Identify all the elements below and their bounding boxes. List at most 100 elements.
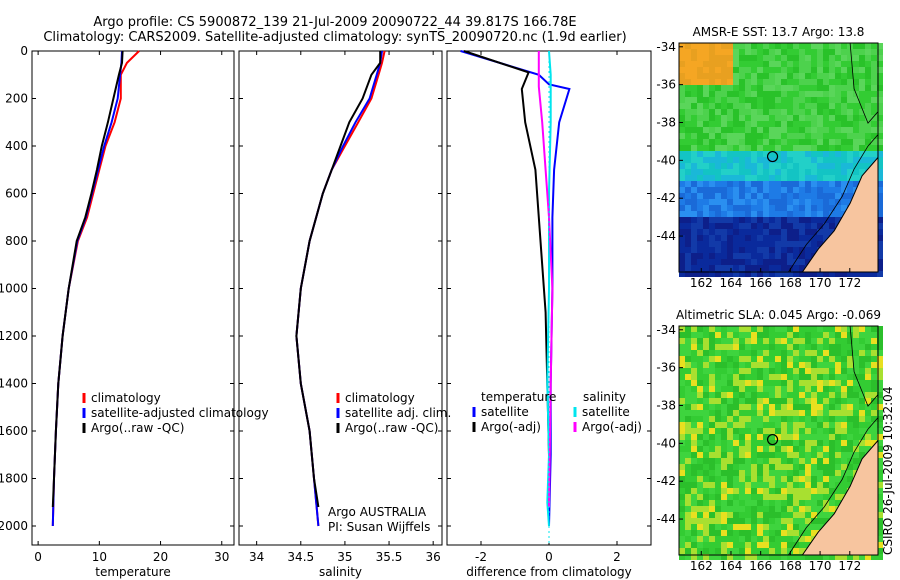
map-4-cell <box>865 338 871 344</box>
map-4-cell <box>685 464 691 470</box>
map-3-cell <box>877 91 883 97</box>
map-4-cell <box>829 416 835 422</box>
map-4-cell <box>877 536 883 542</box>
map-4-cell <box>691 488 697 494</box>
map-3-cell <box>775 139 781 145</box>
map-4-cell <box>841 326 847 332</box>
map-4-cell <box>721 434 727 440</box>
map-4-cell <box>763 326 769 332</box>
map-4-cell <box>811 404 817 410</box>
map-3-cell <box>817 175 823 181</box>
map-4-cell <box>769 332 775 338</box>
map-3-cell <box>739 205 745 211</box>
map-4-cell <box>745 368 751 374</box>
map-4-cell <box>829 410 835 416</box>
map-3-cell <box>745 253 751 259</box>
map-4-cell <box>817 344 823 350</box>
map-4-cell <box>739 548 745 554</box>
map-4-cell <box>763 410 769 416</box>
map-4-cell <box>823 440 829 446</box>
map-3-cell <box>775 103 781 109</box>
map-3-cell <box>763 235 769 241</box>
map-4-cell <box>799 404 805 410</box>
map-4-cell <box>775 452 781 458</box>
map-4-cell <box>709 482 715 488</box>
map-3-cell <box>787 103 793 109</box>
map-3-cell <box>703 139 709 145</box>
map-3-cell <box>805 103 811 109</box>
map-4-cell <box>691 524 697 530</box>
map-4-cell <box>877 344 883 350</box>
map-3-cell <box>787 127 793 133</box>
map-4-cell <box>769 338 775 344</box>
map-3-cell <box>745 103 751 109</box>
map-4-cell <box>691 368 697 374</box>
map-4-cell <box>709 404 715 410</box>
side-timestamp: CSIRO 26-Jul-2009 10:32:04 <box>881 386 895 555</box>
map-4-cell <box>823 482 829 488</box>
map-4-cell <box>823 500 829 506</box>
map-3-cell <box>823 181 829 187</box>
map-4-cell <box>847 446 853 452</box>
map-4-cell <box>733 512 739 518</box>
map-3-cell <box>703 163 709 169</box>
map-4-cell <box>829 452 835 458</box>
map-4-cell <box>727 536 733 542</box>
map-3-cell <box>751 217 757 223</box>
map-4-cell <box>691 536 697 542</box>
map-3-cell <box>751 163 757 169</box>
map-4-cell <box>835 374 841 380</box>
map-4-cell <box>817 524 823 530</box>
map-4-cell <box>733 524 739 530</box>
map-4-cell <box>697 422 703 428</box>
map-3-cell <box>697 223 703 229</box>
map-3-cell <box>745 145 751 151</box>
map-4-cell <box>751 326 757 332</box>
map-4-cell <box>703 470 709 476</box>
map-3-cell <box>835 199 841 205</box>
map-3-cell <box>751 271 757 277</box>
map-4-cell <box>691 332 697 338</box>
map-4-cell <box>679 506 685 512</box>
map-4-cell <box>685 518 691 524</box>
map-3-cell <box>829 121 835 127</box>
map-4-cell <box>877 476 883 482</box>
map-4-cell <box>787 506 793 512</box>
map-4-cell <box>709 338 715 344</box>
map-4-cell <box>847 368 853 374</box>
map-4-cell <box>757 470 763 476</box>
map-4-cell <box>721 362 727 368</box>
map-4-cell <box>769 458 775 464</box>
map-4-cell <box>787 554 793 560</box>
map-4-cell <box>829 494 835 500</box>
map-3-cell <box>697 151 703 157</box>
map-4-cell <box>757 368 763 374</box>
map-3-cell <box>721 109 727 115</box>
map-4-cell <box>679 554 685 560</box>
map-4-cell <box>817 494 823 500</box>
map-4-cell <box>739 458 745 464</box>
map-4-cell <box>739 338 745 344</box>
map-3-cell <box>829 157 835 163</box>
map-3-cell <box>739 73 745 79</box>
map-3-cell <box>877 139 883 145</box>
map-3-cell <box>763 91 769 97</box>
depth-tick-label: 600 <box>5 187 28 201</box>
map-4-cell <box>805 536 811 542</box>
map-3-cell <box>763 115 769 121</box>
map-3-cell <box>679 259 685 265</box>
map-3-cell <box>877 247 883 253</box>
map-3-cell <box>727 211 733 217</box>
map-3-cell <box>703 127 709 133</box>
map-3-cell <box>769 193 775 199</box>
map-4-cell <box>739 356 745 362</box>
map-4-cell <box>715 530 721 536</box>
map-3-cell <box>703 181 709 187</box>
map-4-cell <box>793 434 799 440</box>
map-3-cell <box>703 193 709 199</box>
map-4-cell <box>697 548 703 554</box>
map-3-cell <box>829 187 835 193</box>
map-3-cell <box>691 259 697 265</box>
map-4-cell <box>787 512 793 518</box>
map-4-cell <box>703 338 709 344</box>
